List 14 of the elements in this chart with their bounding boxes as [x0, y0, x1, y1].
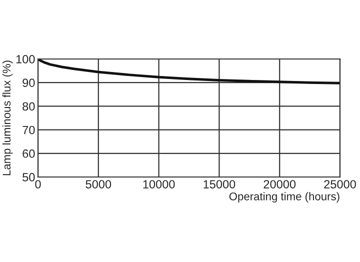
y-tick-label: 100 — [16, 55, 35, 64]
x-tick-label: 0 — [35, 180, 41, 188]
y-tick-label: 60 — [22, 149, 35, 158]
x-tick-label: 20000 — [264, 180, 296, 188]
y-tick-label: 80 — [22, 102, 35, 111]
y-tick-label: 50 — [22, 173, 35, 182]
y-tick-label: 90 — [22, 78, 35, 87]
x-tick-label: 5000 — [86, 180, 112, 188]
x-tick-label: 25000 — [324, 180, 356, 188]
x-tick-label: 10000 — [143, 180, 175, 188]
y-tick-label: 70 — [22, 126, 35, 134]
x-axis-title: Operating time (hours) — [229, 192, 340, 203]
x-tick-label: 15000 — [204, 180, 236, 188]
y-axis-title: Lamp luminous flux (%) — [2, 60, 13, 176]
